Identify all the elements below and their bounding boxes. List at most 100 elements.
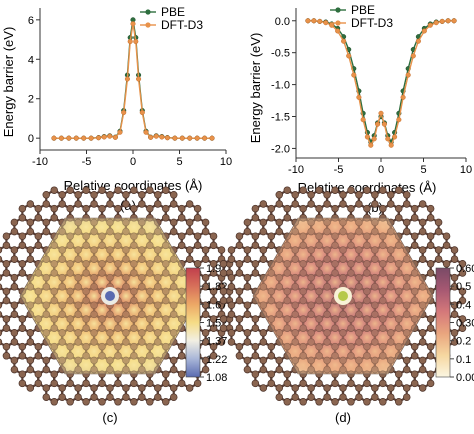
carbon-atom [138, 310, 146, 319]
y-tick-label: 0 [28, 133, 34, 145]
carbon-atom [201, 329, 210, 337]
data-point [388, 142, 394, 148]
carbon-atom [307, 191, 315, 199]
carbon-atom [98, 204, 106, 213]
carbon-atom [355, 384, 363, 392]
carbon-atom [90, 384, 98, 392]
carbon-atom [82, 398, 90, 406]
carbon-atom [66, 186, 74, 194]
carbon-atom [410, 232, 419, 240]
data-point [133, 38, 139, 45]
carbon-atom [387, 191, 395, 199]
carbon-atom [275, 200, 284, 208]
carbon-atom [146, 398, 154, 406]
carbon-atom [106, 393, 114, 401]
carbon-atom [42, 191, 51, 199]
carbon-atom [291, 191, 299, 199]
carbon-atom [26, 283, 35, 291]
carbon-atom [26, 301, 35, 309]
carbon-atom [339, 384, 347, 392]
carbon-atom [18, 352, 27, 360]
carbon-atom [169, 200, 178, 208]
carbon-atom [42, 227, 51, 236]
data-point [112, 134, 118, 140]
carbon-atom [395, 379, 403, 388]
carbon-atom [283, 379, 291, 388]
carbon-atom [154, 255, 162, 263]
carbon-atom [66, 241, 74, 250]
carbon-atom [82, 315, 90, 323]
carbon-atom [74, 393, 82, 401]
carbon-atom [371, 191, 379, 199]
data-point [364, 134, 370, 140]
carbon-atom [434, 246, 443, 254]
carbon-atom [82, 296, 90, 305]
carbon-atom [42, 283, 51, 291]
carbon-atom [138, 246, 146, 254]
carbon-atom [307, 200, 315, 208]
carbon-atom [267, 370, 276, 378]
carbon-atom [169, 191, 178, 199]
carbon-atom [58, 301, 66, 309]
carbon-atom [235, 260, 244, 268]
data-point [96, 135, 102, 141]
carbon-atom [227, 255, 236, 263]
carbon-atom [259, 338, 268, 346]
data-point [410, 53, 416, 59]
carbon-atom [74, 218, 82, 227]
carbon-atom [34, 232, 43, 240]
data-point [164, 135, 170, 141]
carbon-atom [146, 342, 154, 351]
carbon-atom [209, 342, 218, 351]
carbon-atom [410, 352, 419, 360]
carbon-atom [275, 191, 284, 199]
carbon-atom [58, 338, 66, 346]
carbon-atom [371, 384, 379, 392]
carbon-atom [243, 273, 252, 282]
data-point [415, 38, 421, 44]
carbon-atom [177, 232, 186, 240]
y-tick-label: 0.0 [275, 16, 290, 28]
carbon-atom [138, 301, 146, 309]
carbon-atom [66, 269, 74, 277]
carbon-atom [130, 232, 138, 240]
carbon-atom [185, 246, 194, 254]
carbon-atom [299, 398, 307, 406]
data-point [335, 28, 341, 34]
x-tick-label: -5 [82, 156, 92, 168]
data-point [66, 135, 72, 141]
carbon-atom [98, 260, 106, 268]
carbon-atom [66, 287, 74, 296]
carbon-atom [410, 370, 419, 378]
carbon-atom [34, 370, 43, 378]
carbon-atom [169, 365, 178, 374]
carbon-atom [2, 241, 11, 250]
data-point [202, 135, 208, 141]
carbon-atom [26, 338, 35, 346]
carbon-atom [426, 241, 435, 250]
carbon-atom [235, 269, 244, 277]
carbon-atom [138, 329, 146, 337]
x-tick-label: -10 [288, 164, 304, 176]
carbon-atom [106, 191, 114, 199]
carbon-atom [66, 232, 74, 240]
carbon-atom [74, 246, 82, 254]
carbon-atom [2, 352, 11, 360]
carbon-atom [355, 200, 363, 208]
carbon-atom [90, 310, 98, 319]
data-point [139, 109, 145, 116]
carbon-atom [434, 218, 443, 227]
carbon-atom [227, 338, 236, 346]
carbon-atom [90, 365, 98, 374]
x-tick-label: 5 [420, 164, 426, 176]
data-point [375, 121, 381, 127]
carbon-atom [122, 200, 130, 208]
y-axis-label: Energy barrier (eV) [248, 33, 263, 144]
carbon-atom [217, 338, 226, 346]
carbon-atom [138, 393, 146, 401]
carbon-atom [331, 379, 339, 388]
carbon-atom [418, 200, 427, 208]
carbon-atom [90, 218, 98, 227]
carbon-atom [98, 398, 106, 406]
carbon-atom [347, 186, 355, 194]
